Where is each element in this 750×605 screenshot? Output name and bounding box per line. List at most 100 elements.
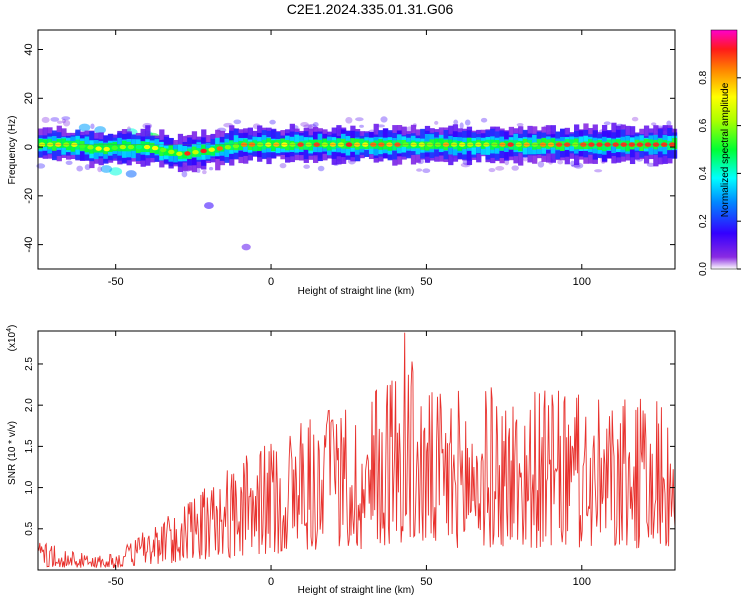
y-tick-label: 0.5	[24, 521, 35, 535]
spectrogram-noise	[464, 119, 471, 126]
spectrogram-noise	[570, 160, 575, 167]
spectrogram-band-cell	[625, 140, 631, 152]
colorbar-tick-label: 0.4	[698, 166, 709, 180]
spectrogram-noise	[269, 119, 276, 125]
spectrogram-noise	[594, 169, 603, 173]
spectrogram-band-cell	[42, 139, 48, 148]
spectrogram-noise	[422, 168, 431, 173]
spectrogram-band-cell	[415, 141, 421, 149]
spectrogram-noise	[312, 122, 319, 128]
spectrogram-peak	[192, 150, 199, 155]
snr-y-ticks: 0.5 1.0 1.5 2.0 2.5	[24, 357, 675, 536]
y-tick-label: 20	[23, 92, 35, 104]
spectrogram-noise	[303, 164, 310, 169]
colorbar-gradient	[710, 29, 738, 270]
spectrogram-band-cell	[601, 141, 608, 152]
spectrogram-noise	[480, 117, 488, 123]
spectrogram-x-axis-label: Height of straight line (km)	[298, 286, 415, 297]
spectrogram-peak	[151, 145, 159, 151]
spectrogram-noise	[61, 118, 66, 124]
x-tick-label: 50	[420, 276, 432, 288]
x-tick-label: 0	[268, 576, 274, 588]
spectrogram-noise	[65, 160, 73, 165]
spectrogram-noise	[279, 162, 287, 169]
spectrogram-noise	[41, 116, 50, 124]
y-tick-label: 2.0	[24, 398, 35, 412]
spectrogram-blob	[78, 123, 91, 132]
spectrogram-noise	[196, 168, 201, 173]
spectrogram-band-cell	[163, 148, 170, 156]
spectrogram-peak	[176, 151, 183, 156]
spectrogram-band-cell	[205, 148, 212, 155]
snr-multiplier: (x104)	[6, 325, 18, 352]
spectrogram-band-cell	[359, 138, 365, 149]
snr-x-axis-label: Height of straight line (km)	[298, 585, 415, 596]
spectrogram-noise	[181, 170, 188, 178]
spectrogram-blob	[204, 202, 214, 210]
spectrogram-noise	[61, 116, 71, 121]
spectrogram-noise	[303, 124, 313, 129]
spectrogram-noise	[459, 122, 464, 129]
y-tick-label: -20	[23, 188, 35, 204]
spectrogram-band-cell	[317, 139, 323, 148]
spectrogram-noise	[56, 120, 63, 124]
spectrogram-heatmap	[36, 116, 678, 251]
spectrogram-band-cell	[536, 139, 542, 150]
snr-multiplier-base: (x10	[7, 331, 18, 351]
snr-frame	[37, 330, 676, 571]
spectrogram-band-cell	[350, 138, 356, 148]
spectrogram-y-ticks: -40 -20 0 20 40	[23, 43, 675, 253]
spectrogram-noise	[557, 159, 564, 165]
spectrogram-noise	[126, 126, 131, 133]
colorbar: 0.0 0.2 0.4 0.6 0.8 Normalized spectral ampl…	[698, 29, 741, 276]
spectrogram-band-cell	[51, 140, 58, 151]
spectrogram-noise	[97, 166, 103, 173]
spectrogram-noise	[380, 116, 388, 123]
spectrogram-noise	[300, 122, 309, 127]
spectrogram-peak	[79, 143, 86, 149]
spectrogram-peak	[111, 145, 118, 151]
y-tick-label: -40	[23, 237, 35, 253]
spectrogram-noise	[646, 162, 656, 167]
spectrogram-noise	[650, 122, 657, 126]
spectrogram-band-cell	[252, 140, 258, 152]
spectrogram-peak	[200, 148, 207, 154]
spectrogram-noise	[504, 159, 510, 166]
colorbar-tick-label: 0.6	[698, 118, 709, 132]
spectrogram-noise	[603, 121, 611, 126]
spectrogram-y-axis-label: Frequency (Hz)	[7, 116, 18, 185]
spectrogram-noise	[84, 164, 91, 171]
snr-panel: -50 0 50 100 0.5 1.0 1.5 2.0 2.5 Height of stra…	[6, 325, 676, 596]
x-tick-label: 100	[573, 276, 591, 288]
spectrogram-noise	[359, 124, 364, 128]
x-tick-label: -50	[108, 276, 124, 288]
spectrogram-noise	[453, 119, 459, 125]
spectrogram-band-cell	[406, 141, 412, 149]
spectrogram-peak	[95, 146, 102, 151]
spectrogram-band-cell	[107, 142, 114, 153]
colorbar-tick-label: 0.2	[698, 214, 709, 228]
spectrogram-noise	[90, 123, 95, 130]
y-tick-label: 1.0	[24, 480, 35, 494]
spectrogram-panel: -50 0 50 100 -40 -20 0 20 40 Height of straight…	[7, 29, 678, 297]
spectrogram-peak	[143, 144, 151, 150]
spectrogram-peak	[160, 147, 167, 153]
spectrogram-peak	[87, 145, 94, 150]
spectrogram-noise	[76, 165, 83, 172]
y-tick-label: 0	[23, 144, 35, 150]
spectrogram-noise	[63, 119, 71, 127]
spectrogram-peak	[168, 149, 175, 155]
spectrogram-band-cell	[527, 139, 533, 148]
spectrogram-noise	[511, 165, 519, 171]
colorbar-ticks: 0.0 0.2 0.4 0.6 0.8	[698, 70, 741, 276]
spectrogram-noise	[345, 116, 353, 124]
x-tick-label: -50	[108, 576, 124, 588]
spectrogram-blob	[100, 165, 113, 173]
spectrogram-noise	[516, 122, 524, 127]
spectrogram-blob	[109, 167, 123, 176]
colorbar-label: Normalized spectral amplitude	[720, 82, 731, 217]
spectrogram-band-cell	[326, 140, 333, 151]
snr-y-axis-label: SNR (10 * v/v)	[7, 421, 18, 485]
snr-multiplier-exponent: 4	[6, 328, 13, 332]
